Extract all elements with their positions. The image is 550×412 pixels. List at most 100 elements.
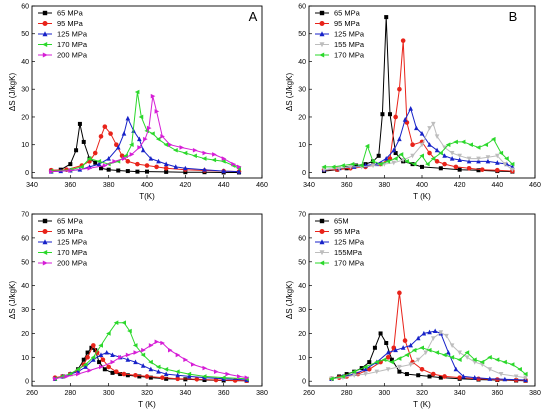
data-point xyxy=(404,352,409,358)
data-point xyxy=(416,373,421,378)
data-point xyxy=(404,159,409,164)
data-point xyxy=(363,372,368,377)
data-point xyxy=(381,357,387,363)
data-point xyxy=(163,165,169,171)
x-tick-label: 340 xyxy=(303,182,315,189)
data-point xyxy=(509,161,515,167)
data-point xyxy=(49,169,54,174)
series-line xyxy=(51,96,240,173)
y-tick-label: 50 xyxy=(298,31,306,38)
x-tick-label: 440 xyxy=(218,182,230,189)
data-point xyxy=(143,136,148,142)
data-point xyxy=(404,372,409,377)
data-point xyxy=(194,377,200,382)
data-point xyxy=(464,355,470,360)
data-point xyxy=(374,369,380,375)
legend-marker xyxy=(319,218,325,224)
data-point xyxy=(421,330,427,336)
y-tick-label: 50 xyxy=(298,259,306,266)
data-point xyxy=(115,144,121,150)
data-point xyxy=(154,164,159,170)
data-point xyxy=(487,367,493,372)
data-point xyxy=(438,330,444,335)
data-point xyxy=(374,359,379,365)
data-point xyxy=(498,372,504,377)
data-point xyxy=(160,375,165,380)
data-point xyxy=(442,161,447,167)
data-point xyxy=(380,112,385,117)
data-point xyxy=(415,335,421,341)
data-point xyxy=(137,374,142,379)
data-point xyxy=(125,357,131,362)
data-point xyxy=(87,368,93,373)
y-tick-label: 0 xyxy=(302,379,306,386)
data-point xyxy=(400,345,406,350)
data-point xyxy=(173,147,178,153)
data-point xyxy=(106,167,111,172)
series-4 xyxy=(48,89,241,174)
data-point xyxy=(434,134,440,139)
data-point xyxy=(321,167,327,173)
data-point xyxy=(466,165,472,171)
data-point xyxy=(125,159,131,164)
x-tick-label: 340 xyxy=(179,390,191,397)
data-point xyxy=(485,158,491,164)
data-point xyxy=(154,109,160,114)
data-point xyxy=(137,136,142,142)
x-axis-label: T (K) xyxy=(413,400,431,409)
legend-label: 170 MPa xyxy=(334,51,365,60)
data-point xyxy=(464,350,470,355)
data-point xyxy=(430,156,436,161)
data-point xyxy=(221,168,226,174)
data-point xyxy=(495,160,500,165)
series-line xyxy=(54,341,247,380)
data-point xyxy=(485,155,491,160)
data-point xyxy=(410,153,415,159)
legend-label: 95 MPa xyxy=(57,227,84,236)
data-point xyxy=(415,357,421,363)
data-point xyxy=(510,167,515,173)
data-point xyxy=(114,369,119,374)
data-point xyxy=(134,89,140,95)
x-tick-label: 380 xyxy=(103,182,115,189)
data-point xyxy=(479,167,485,172)
legend-label: 125 MPa xyxy=(57,30,88,39)
legend-label: 125 MPa xyxy=(57,238,88,247)
data-point xyxy=(140,363,146,368)
data-point xyxy=(87,165,93,171)
data-point xyxy=(457,153,462,159)
legend-marker xyxy=(42,31,48,37)
data-point xyxy=(214,369,219,374)
data-point xyxy=(453,366,459,372)
series-5 xyxy=(329,345,528,382)
x-axis-label: T (K) xyxy=(413,192,431,201)
legend-marker xyxy=(319,250,325,256)
legend-marker xyxy=(42,10,48,16)
data-point xyxy=(102,163,108,168)
data-point xyxy=(329,376,334,382)
data-point xyxy=(431,371,436,377)
data-point xyxy=(129,142,134,148)
series-5 xyxy=(49,93,242,174)
data-point xyxy=(68,162,73,167)
data-point xyxy=(92,150,98,156)
data-point xyxy=(129,152,135,157)
data-point xyxy=(517,366,522,372)
legend-marker xyxy=(42,52,48,58)
series-4 xyxy=(321,121,515,173)
data-point xyxy=(110,370,115,375)
y-tick-label: 60 xyxy=(21,4,29,11)
data-point xyxy=(449,355,455,360)
data-point xyxy=(427,142,432,147)
data-point xyxy=(135,161,140,167)
data-point xyxy=(191,362,196,367)
legend-label: 125 MPa xyxy=(334,238,365,247)
data-point xyxy=(183,357,188,363)
data-point xyxy=(509,362,515,367)
data-point xyxy=(186,373,192,379)
x-tick-label: 400 xyxy=(416,182,428,189)
x-tick-label: 420 xyxy=(179,182,191,189)
data-point xyxy=(121,131,127,136)
data-point xyxy=(146,125,152,131)
